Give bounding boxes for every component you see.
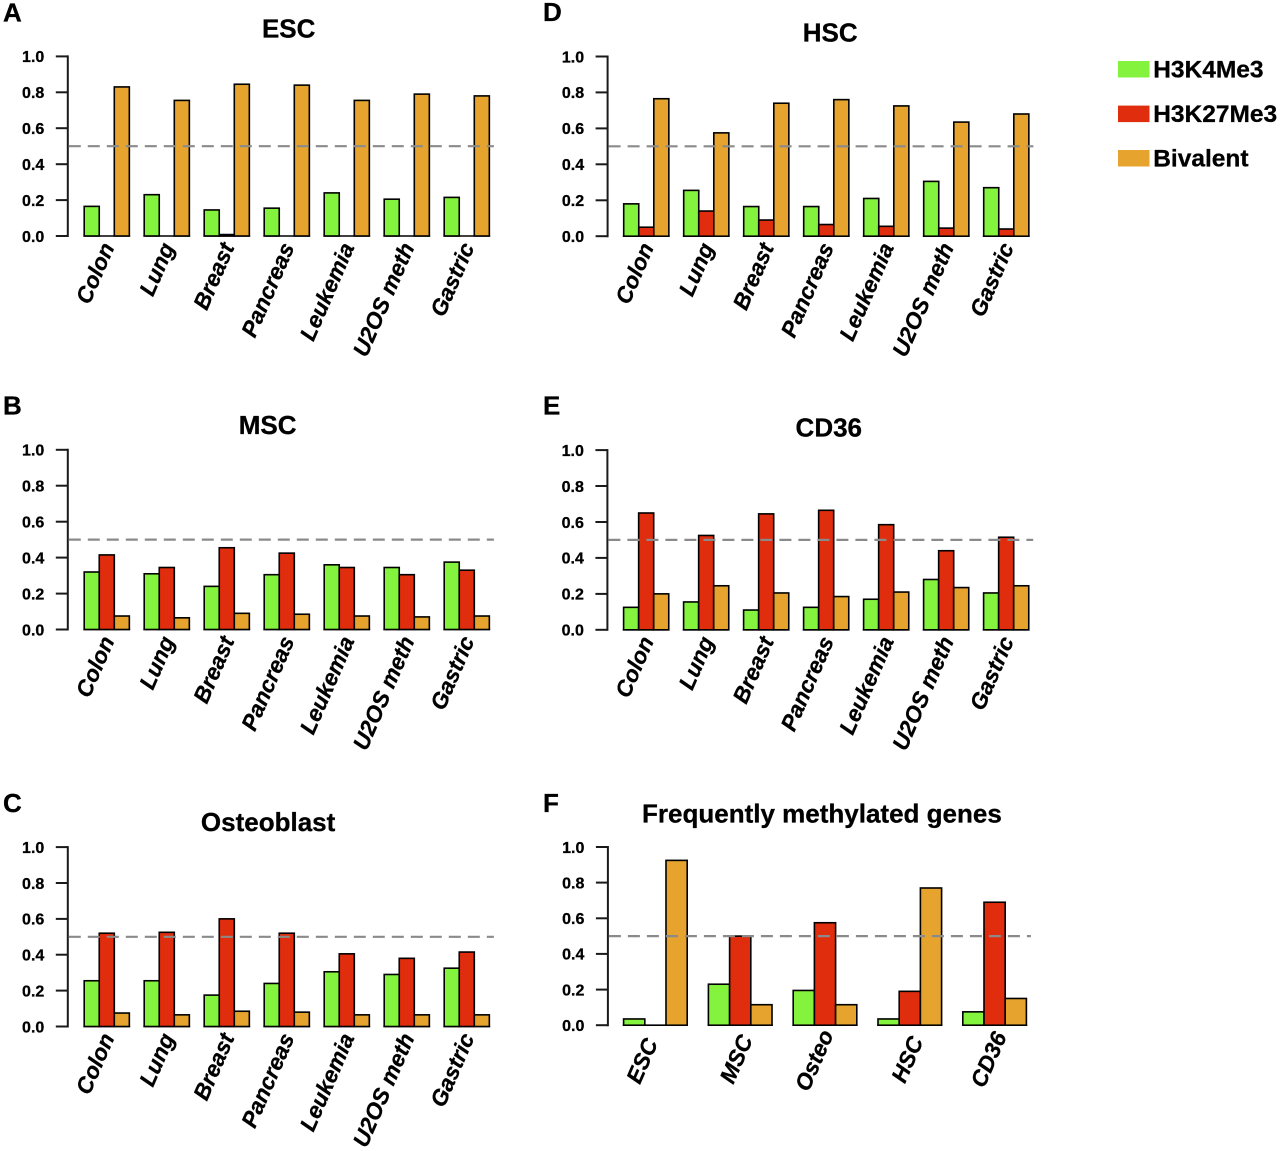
svg-text:0.0: 0.0: [562, 623, 584, 640]
svg-text:Colon: Colon: [71, 633, 119, 701]
svg-text:0.6: 0.6: [22, 912, 44, 929]
svg-text:H3K27Me3: H3K27Me3: [1153, 101, 1277, 128]
svg-text:0.8: 0.8: [22, 479, 44, 496]
svg-text:Lung: Lung: [135, 239, 180, 300]
svg-text:D: D: [543, 0, 562, 27]
svg-text:0.2: 0.2: [562, 587, 584, 604]
svg-text:Breast: Breast: [728, 238, 779, 314]
svg-text:HSC: HSC: [887, 1032, 929, 1086]
svg-text:Gastric: Gastric: [426, 632, 480, 714]
svg-text:0.6: 0.6: [22, 121, 44, 138]
svg-text:0.2: 0.2: [22, 193, 44, 210]
svg-text:1.0: 1.0: [562, 49, 584, 66]
svg-text:0.8: 0.8: [562, 85, 584, 102]
svg-text:Breast: Breast: [189, 631, 240, 707]
svg-text:0.0: 0.0: [22, 229, 44, 246]
svg-text:Colon: Colon: [611, 239, 659, 307]
svg-text:Leukemia: Leukemia: [295, 633, 359, 738]
svg-text:0.4: 0.4: [22, 948, 44, 965]
svg-text:1.0: 1.0: [22, 443, 44, 460]
svg-text:Gastric: Gastric: [426, 1029, 480, 1111]
svg-text:Bivalent: Bivalent: [1153, 146, 1248, 173]
svg-text:0.8: 0.8: [22, 85, 44, 102]
svg-text:ESC: ESC: [622, 1034, 664, 1087]
svg-text:Leukemia: Leukemia: [295, 1030, 359, 1135]
svg-text:0.6: 0.6: [22, 515, 44, 532]
svg-text:Pancreas: Pancreas: [776, 239, 839, 341]
svg-text:H3K4Me3: H3K4Me3: [1153, 57, 1263, 84]
svg-text:0.4: 0.4: [22, 157, 44, 174]
svg-text:1.0: 1.0: [22, 49, 44, 66]
svg-text:0.0: 0.0: [562, 1018, 584, 1035]
svg-text:Leukemia: Leukemia: [835, 239, 899, 344]
svg-text:Lung: Lung: [674, 239, 719, 300]
svg-text:0.4: 0.4: [562, 551, 584, 568]
svg-text:Colon: Colon: [610, 633, 658, 701]
svg-text:CD36: CD36: [966, 1028, 1012, 1091]
svg-text:Pancreas: Pancreas: [776, 633, 839, 735]
svg-text:U2OS meth: U2OS meth: [348, 239, 419, 360]
svg-text:0.0: 0.0: [22, 622, 44, 639]
svg-text:Leukemia: Leukemia: [295, 239, 359, 344]
svg-text:U2OS meth: U2OS meth: [348, 633, 419, 754]
svg-text:Lung: Lung: [674, 633, 719, 694]
svg-text:Colon: Colon: [71, 239, 119, 307]
svg-text:1.0: 1.0: [562, 443, 584, 460]
svg-text:0.2: 0.2: [22, 983, 44, 1000]
svg-text:Gastric: Gastric: [965, 239, 1019, 321]
svg-text:C: C: [3, 788, 22, 818]
svg-text:0.6: 0.6: [562, 911, 584, 928]
svg-text:A: A: [3, 0, 22, 28]
svg-text:0.6: 0.6: [562, 515, 584, 532]
svg-text:0.8: 0.8: [22, 876, 44, 893]
svg-text:ESC: ESC: [262, 14, 316, 44]
svg-text:0.4: 0.4: [22, 550, 44, 567]
svg-text:Osteoblast: Osteoblast: [201, 807, 336, 837]
svg-text:U2OS meth: U2OS meth: [887, 633, 958, 754]
svg-text:0.0: 0.0: [22, 1019, 44, 1036]
svg-text:Frequently methylated genes: Frequently methylated genes: [642, 798, 1002, 828]
svg-text:Colon: Colon: [71, 1030, 119, 1098]
svg-text:1.0: 1.0: [22, 840, 44, 857]
svg-text:Breast: Breast: [189, 238, 240, 314]
svg-text:0.0: 0.0: [562, 229, 584, 246]
svg-text:0.8: 0.8: [562, 875, 584, 892]
svg-text:U2OS meth: U2OS meth: [348, 1030, 419, 1151]
svg-text:0.4: 0.4: [562, 947, 584, 964]
svg-text:CD36: CD36: [796, 413, 862, 443]
svg-text:0.2: 0.2: [22, 586, 44, 603]
svg-text:Breast: Breast: [728, 631, 779, 707]
svg-text:1.0: 1.0: [562, 840, 584, 857]
svg-text:E: E: [543, 391, 560, 421]
svg-text:B: B: [3, 391, 22, 421]
svg-text:0.2: 0.2: [562, 982, 584, 999]
svg-text:F: F: [543, 788, 559, 818]
svg-text:0.8: 0.8: [562, 479, 584, 496]
svg-text:Leukemia: Leukemia: [834, 633, 898, 738]
svg-text:0.2: 0.2: [562, 193, 584, 210]
svg-text:Breast: Breast: [189, 1028, 240, 1104]
svg-text:0.6: 0.6: [562, 121, 584, 138]
svg-text:Pancreas: Pancreas: [237, 1030, 300, 1132]
svg-text:HSC: HSC: [803, 17, 858, 47]
svg-text:0.4: 0.4: [562, 157, 584, 174]
svg-text:MSC: MSC: [239, 410, 297, 440]
svg-text:Pancreas: Pancreas: [237, 633, 300, 735]
svg-text:Lung: Lung: [135, 632, 180, 693]
svg-text:MSC: MSC: [715, 1031, 758, 1088]
svg-text:Osteo: Osteo: [790, 1026, 838, 1095]
svg-text:Pancreas: Pancreas: [237, 239, 300, 341]
svg-text:Gastric: Gastric: [426, 239, 480, 321]
svg-text:U2OS meth: U2OS meth: [888, 239, 959, 360]
svg-text:Lung: Lung: [135, 1029, 180, 1090]
svg-text:Gastric: Gastric: [965, 632, 1019, 714]
